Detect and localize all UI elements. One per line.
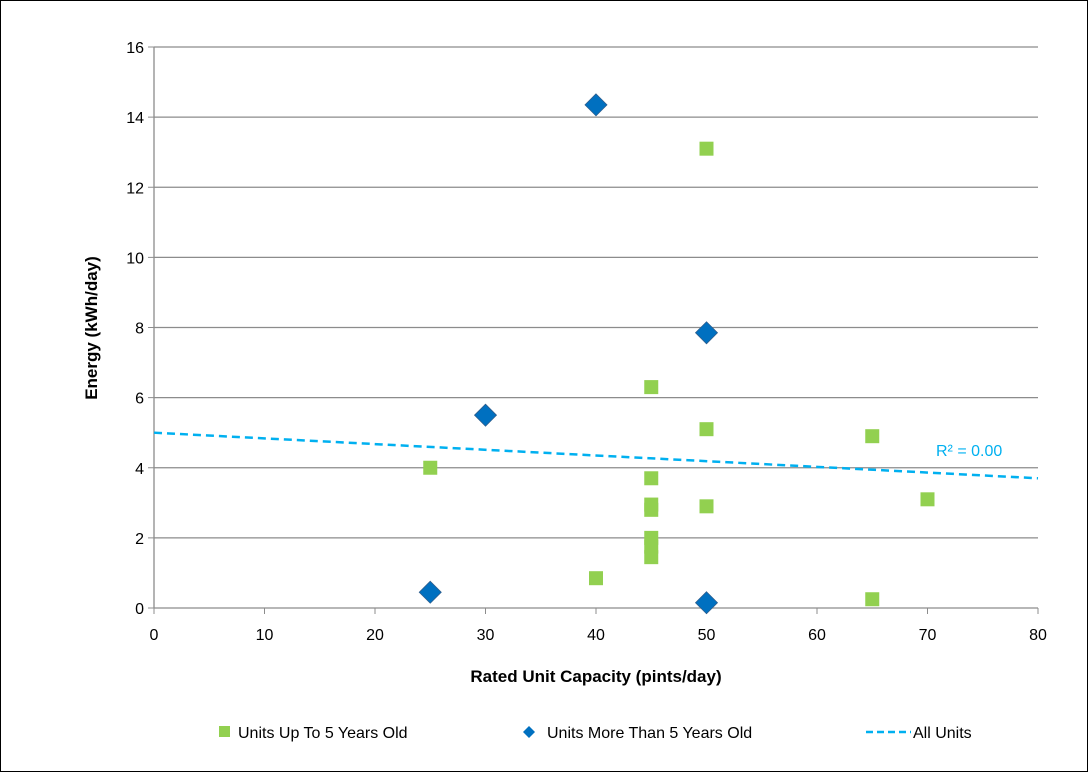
point-up-to-5-years bbox=[644, 380, 659, 395]
y-tick-label: 16 bbox=[126, 40, 144, 57]
x-tick-label: 40 bbox=[587, 627, 605, 644]
point-up-to-5-years bbox=[699, 422, 714, 437]
x-axis-title: Rated Unit Capacity (pints/day) bbox=[470, 667, 721, 686]
point-more-than-5-years bbox=[418, 580, 442, 604]
legend-label-units-up-to-5-years: Units Up To 5 Years Old bbox=[238, 725, 408, 742]
y-tick-label: 8 bbox=[135, 321, 144, 338]
y-tick-label: 4 bbox=[135, 461, 144, 478]
point-up-to-5-years bbox=[644, 550, 659, 565]
legend-marker-units-more-than-5-years bbox=[523, 726, 535, 738]
point-up-to-5-years bbox=[699, 499, 714, 514]
point-up-to-5-years bbox=[699, 141, 714, 156]
legend-label-units-more-than-5-years: Units More Than 5 Years Old bbox=[547, 725, 752, 742]
trend-layer bbox=[153, 431, 1039, 480]
point-layer bbox=[418, 93, 935, 615]
x-tick-label: 70 bbox=[919, 627, 937, 644]
x-tick-label: 20 bbox=[366, 627, 384, 644]
x-tick-label: 0 bbox=[150, 627, 159, 644]
y-tick-label: 0 bbox=[135, 601, 144, 618]
legend-label-all-units: All Units bbox=[913, 725, 972, 742]
x-tick-label: 80 bbox=[1029, 627, 1047, 644]
point-more-than-5-years bbox=[584, 93, 608, 117]
y-tick-label: 10 bbox=[126, 250, 144, 267]
point-more-than-5-years bbox=[694, 321, 719, 345]
point-up-to-5-years bbox=[644, 502, 659, 517]
point-up-to-5-years bbox=[589, 571, 603, 586]
r-squared-annotation: R² = 0.00 bbox=[936, 443, 1002, 460]
x-tick-label: 50 bbox=[698, 627, 716, 644]
legend-marker-units-up-to-5-years bbox=[219, 726, 230, 737]
point-up-to-5-years bbox=[423, 460, 438, 475]
point-up-to-5-years bbox=[644, 471, 659, 486]
point-more-than-5-years bbox=[473, 403, 498, 427]
x-tick-label: 10 bbox=[256, 627, 274, 644]
y-tick-label: 6 bbox=[135, 391, 144, 408]
axis-layer: 0 2 4 6 8 10 12 14 16 0 10 20 30 40 50 60 70 80 bbox=[126, 40, 1047, 644]
x-tick-label: 60 bbox=[808, 627, 826, 644]
point-up-to-5-years bbox=[865, 592, 880, 607]
x-tick-label: 30 bbox=[477, 627, 495, 644]
point-up-to-5-years bbox=[644, 539, 659, 554]
y-tick-label: 2 bbox=[135, 531, 144, 548]
legend: Units Up To 5 Years Old Units More Than … bbox=[219, 725, 972, 742]
point-up-to-5-years bbox=[865, 429, 880, 444]
grid-layer bbox=[154, 46, 1038, 539]
y-axis-title: Energy (kWh/day) bbox=[82, 256, 101, 400]
trendline-all-units bbox=[153, 431, 1039, 480]
point-more-than-5-years bbox=[694, 591, 719, 615]
y-tick-label: 12 bbox=[126, 180, 144, 197]
point-up-to-5-years bbox=[920, 492, 935, 507]
y-tick-label: 14 bbox=[126, 110, 144, 127]
